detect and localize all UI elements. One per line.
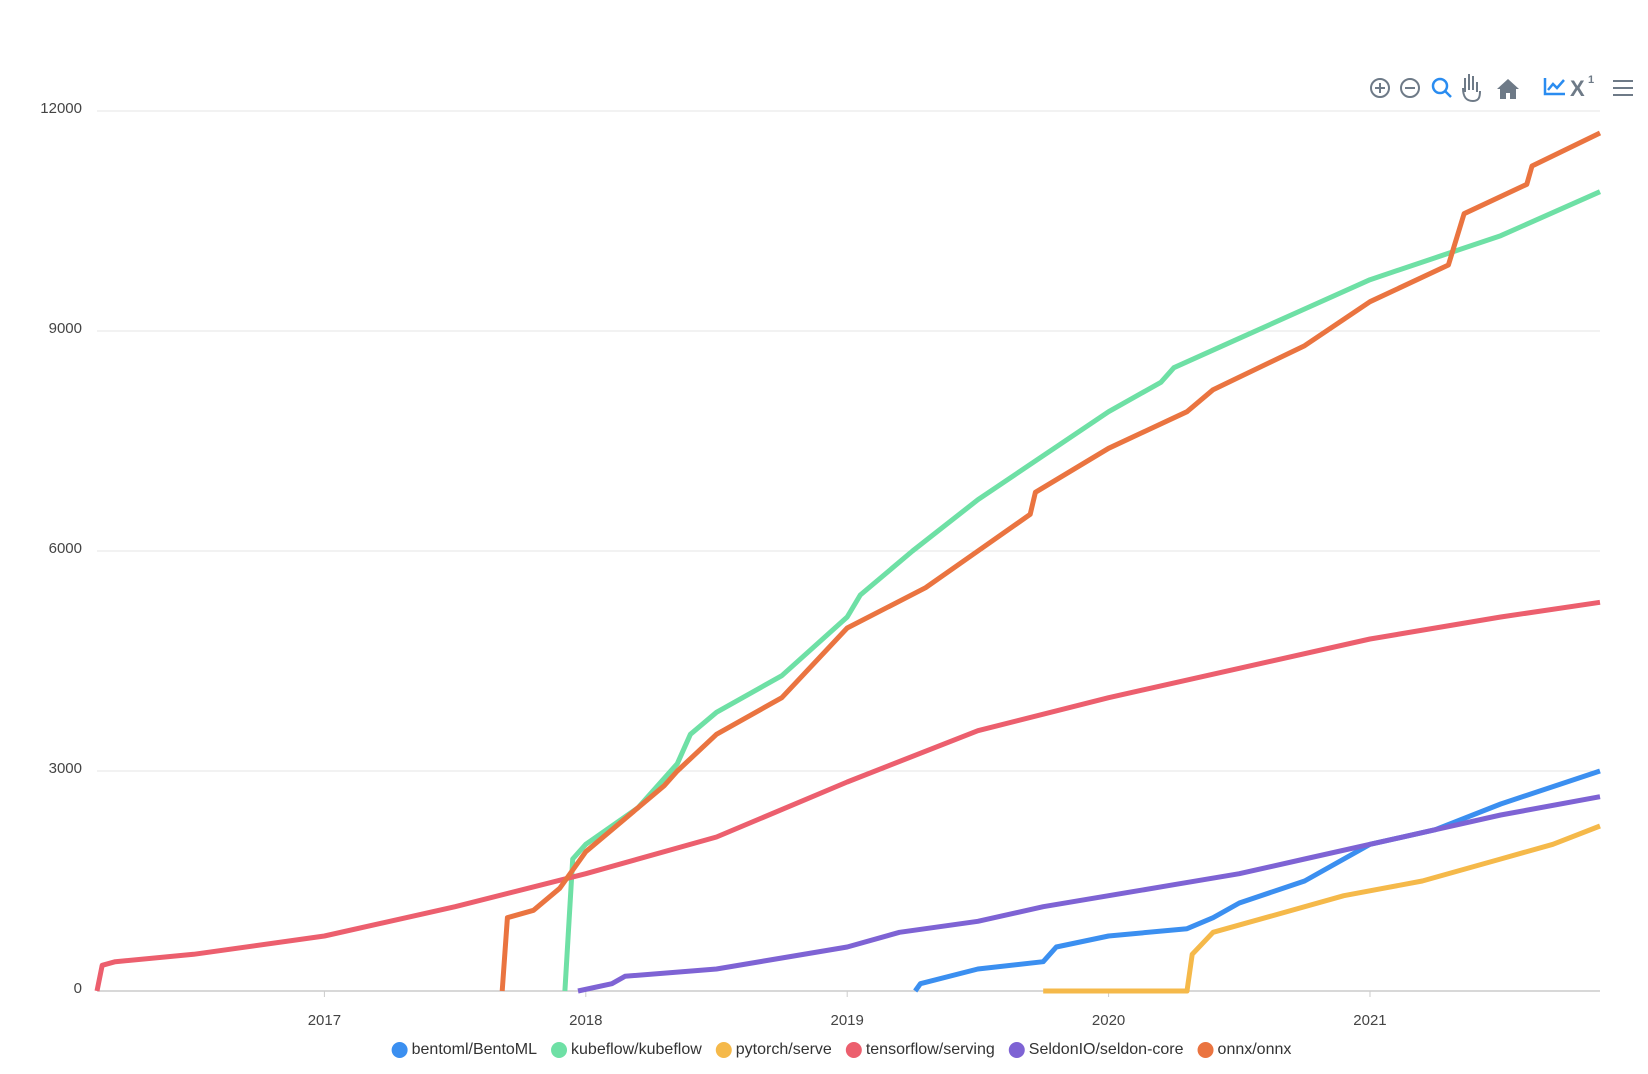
series-line <box>94 599 1601 992</box>
pan-button[interactable] <box>1462 74 1481 103</box>
chart-type-button[interactable] <box>1543 78 1565 96</box>
svg-text:X: X <box>1570 76 1585 101</box>
zoom-select-button[interactable] <box>1431 77 1452 98</box>
y-tick-label: 12000 <box>40 100 82 117</box>
legend-label: bentoml/BentoML <box>412 1041 538 1058</box>
legend: bentoml/BentoML kubeflow/kubeflow pytorch/… <box>391 1041 1292 1058</box>
menu-button[interactable] <box>1613 80 1633 96</box>
x-tick-label: 2019 <box>831 1012 864 1029</box>
legend-label: pytorch/serve <box>736 1041 832 1058</box>
series-line <box>499 130 1602 992</box>
legend-marker <box>551 1042 568 1058</box>
reset-button[interactable] <box>1497 79 1519 99</box>
series-line <box>913 768 1601 993</box>
x-tick-label: 2017 <box>308 1012 341 1029</box>
y-tick-label: 3000 <box>49 760 82 777</box>
y-tick-label: 9000 <box>49 320 82 337</box>
x-tick-label: 2021 <box>1353 1012 1386 1029</box>
legend-marker <box>391 1042 408 1058</box>
y-tick-label: 6000 <box>49 540 82 557</box>
series-line <box>1043 823 1601 994</box>
series-line <box>577 794 1601 994</box>
svg-text:1: 1 <box>1588 74 1594 86</box>
legend-label: tensorflow/serving <box>866 1041 995 1058</box>
legend-marker <box>845 1042 862 1058</box>
legend-marker <box>1197 1042 1214 1058</box>
legend-label: SeldonIO/seldon-core <box>1029 1041 1184 1058</box>
x-tick-label: 2020 <box>1092 1012 1125 1029</box>
series-line <box>562 189 1602 992</box>
legend-label: onnx/onnx <box>1218 1041 1292 1058</box>
y-tick-label: 0 <box>74 980 82 997</box>
legend-marker <box>715 1042 732 1058</box>
zoom-out-button[interactable] <box>1400 78 1420 98</box>
zoom-in-button[interactable] <box>1370 78 1390 98</box>
x-tick-label: 2018 <box>569 1012 602 1029</box>
legend-marker <box>1008 1042 1025 1058</box>
legend-label: kubeflow/kubeflow <box>571 1041 702 1058</box>
